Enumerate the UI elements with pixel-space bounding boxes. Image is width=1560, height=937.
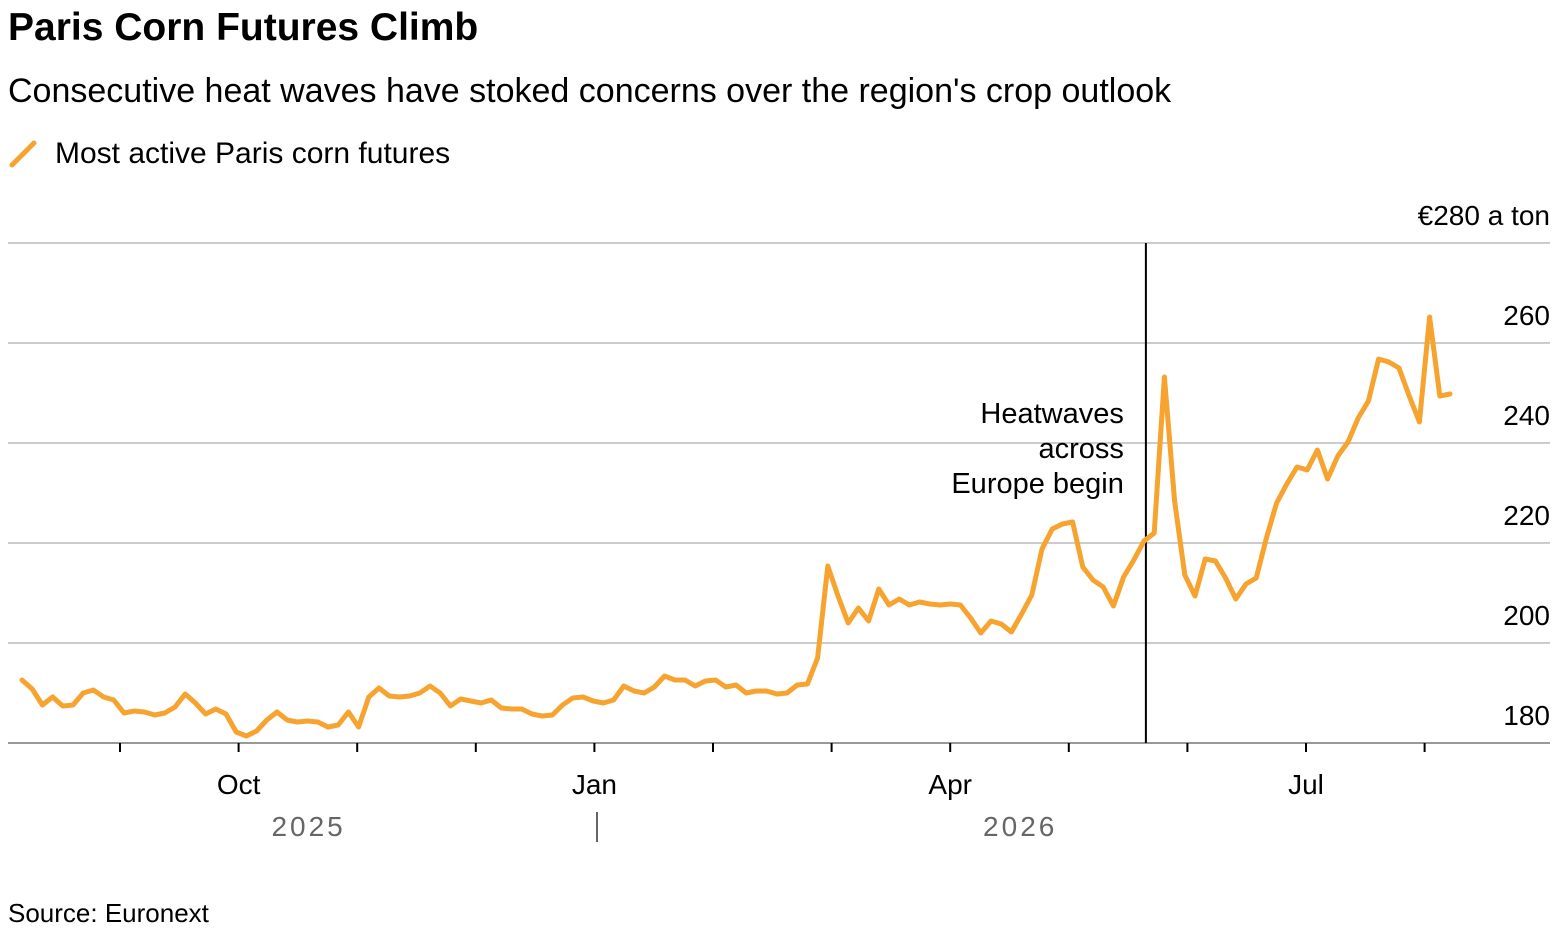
y-tick-label: 200: [1503, 600, 1550, 631]
x-tick-label: Oct: [217, 769, 261, 800]
y-tick-label: 220: [1503, 500, 1550, 531]
legend-label: Most active Paris corn futures: [55, 137, 450, 170]
y-tick-label: 180: [1503, 700, 1550, 731]
y-tick-label: 240: [1503, 400, 1550, 431]
x-tick-label: Apr: [928, 769, 972, 800]
y-tick-label: 260: [1503, 300, 1550, 331]
annotation-text: Europe begin: [951, 468, 1124, 500]
source: Source: Euronext: [8, 898, 210, 928]
year-label: 2025: [271, 811, 345, 842]
chart-subtitle: Consecutive heat waves have stoked conce…: [8, 72, 1172, 110]
chart-title: Paris Corn Futures Climb: [8, 6, 478, 49]
annotation-text: Heatwaves: [980, 398, 1123, 430]
legend-swatch: [9, 140, 37, 168]
x-tick-label: Jan: [572, 769, 617, 800]
y-tick-label: €280 a ton: [1418, 200, 1550, 231]
annotation-text: across: [1038, 433, 1123, 465]
data-line: [19, 314, 1453, 739]
x-tick-label: Jul: [1288, 769, 1324, 800]
year-label: 2026: [983, 811, 1057, 842]
